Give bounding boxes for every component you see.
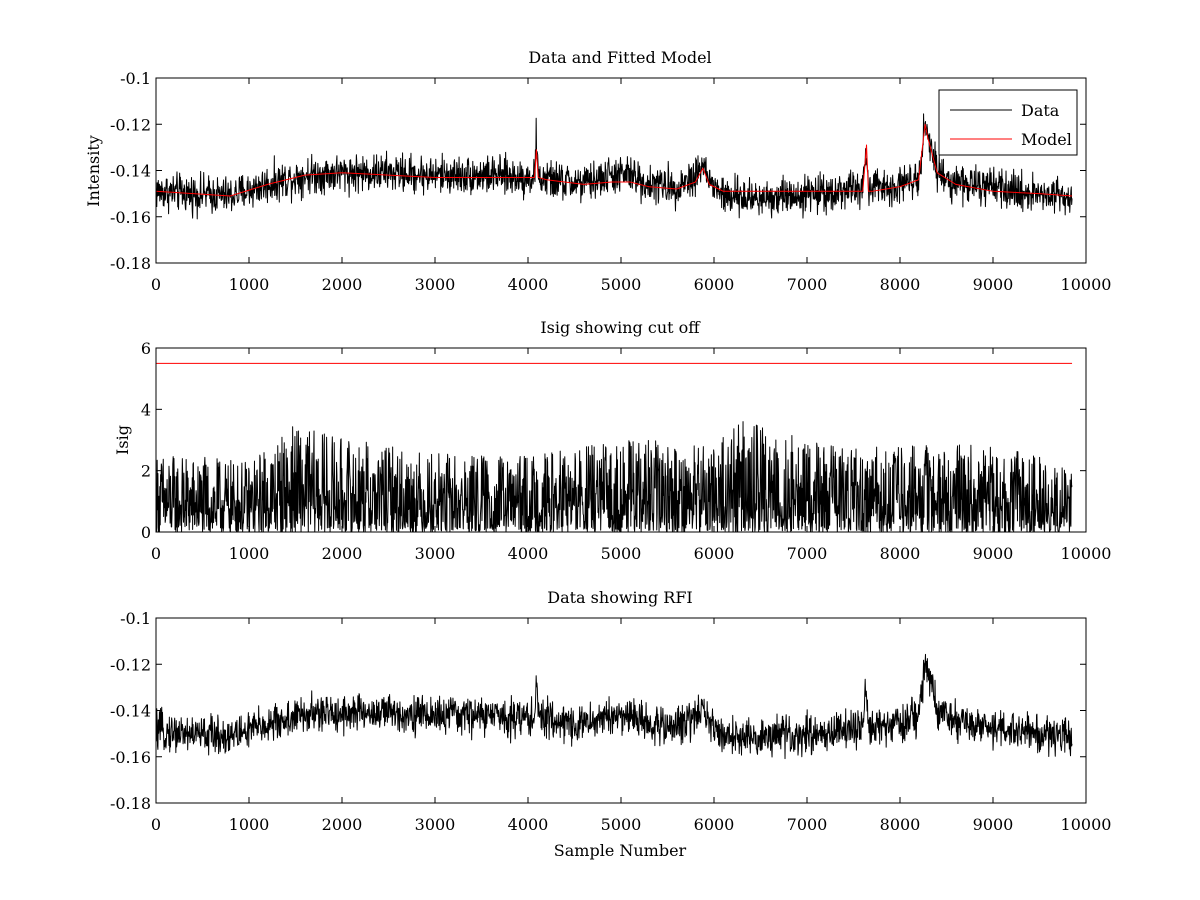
x-tick-label: 9000 [973,815,1014,834]
x-tick-label: 10000 [1061,815,1112,834]
series-line-0 [155,653,1073,760]
panel-title: Isig showing cut off [540,318,701,337]
y-tick-label: 4 [141,400,151,419]
x-tick-label: 8000 [880,544,921,563]
x-tick-label: 5000 [601,544,642,563]
series-line-0 [155,113,1073,220]
x-tick-label: 9000 [973,544,1014,563]
y-tick-label: -0.1 [120,69,151,88]
y-tick-label: -0.16 [110,208,151,227]
x-axis-label: Sample Number [554,841,687,860]
y-tick-label: -0.12 [110,115,151,134]
legend: Data Model [938,89,1078,156]
x-tick-label: 2000 [322,815,363,834]
y-tick-label: -0.14 [110,162,151,181]
x-tick-label: 10000 [1061,544,1112,563]
x-tick-label: 6000 [694,815,735,834]
axis-ticks: 0 1000 2000 3000 4000 5000 6000 7000 8000 9000 100… [110,609,1111,834]
y-tick-label: -0.1 [120,609,151,628]
x-tick-label: 0 [151,275,161,294]
x-tick-label: 8000 [880,815,921,834]
y-axis-label: Isig [113,425,132,455]
y-tick-label: 0 [141,523,151,542]
x-tick-label: 1000 [229,544,270,563]
y-tick-label: 6 [141,339,151,358]
x-tick-label: 2000 [322,275,363,294]
legend-label-data: Data [1021,101,1060,120]
x-tick-label: 3000 [415,275,456,294]
x-tick-label: 4000 [508,544,549,563]
x-tick-label: 0 [151,815,161,834]
x-tick-label: 10000 [1061,275,1112,294]
y-tick-label: -0.14 [110,702,151,721]
x-tick-label: 7000 [787,275,828,294]
axis-ticks: 0 1000 2000 3000 4000 5000 6000 7000 8000 9000 100… [141,339,1112,563]
y-tick-label: -0.18 [110,794,151,813]
legend-box [938,89,1078,156]
y-tick-label: -0.12 [110,655,151,674]
series-line-0 [155,421,1073,533]
panel-data-showing-rfi: Data showing RFI 0 1000 2000 3000 4000 5000 60… [110,588,1111,860]
x-tick-label: 4000 [508,275,549,294]
x-tick-label: 3000 [415,815,456,834]
x-tick-label: 1000 [229,815,270,834]
y-tick-label: -0.16 [110,748,151,767]
plot-marks [155,653,1073,760]
x-tick-label: 4000 [508,815,549,834]
x-tick-label: 6000 [694,275,735,294]
panel-data-and-fitted-model: Data and Fitted Model Intensity 0 1000 200… [84,48,1111,294]
x-tick-label: 6000 [694,544,735,563]
series-line-1 [155,123,1073,197]
y-tick-label: 2 [141,462,151,481]
x-tick-label: 1000 [229,275,270,294]
x-tick-label: 7000 [787,815,828,834]
x-tick-label: 5000 [601,815,642,834]
y-tick-label: -0.18 [110,254,151,273]
x-tick-label: 5000 [601,275,642,294]
panel-title: Data showing RFI [547,588,692,607]
legend-label-model: Model [1021,130,1072,149]
axis-ticks: 0 1000 2000 3000 4000 5000 6000 7000 8000 9000 100… [110,69,1111,294]
x-tick-label: 3000 [415,544,456,563]
panel-isig-cut-off: Isig showing cut off Isig 0 1000 2000 3000 4… [113,318,1111,563]
plot-marks [155,362,1073,533]
x-tick-label: 0 [151,544,161,563]
x-tick-label: 9000 [973,275,1014,294]
y-axis-label: Intensity [84,135,103,207]
x-tick-label: 2000 [322,544,363,563]
plot-marks [155,113,1073,220]
x-tick-label: 8000 [880,275,921,294]
panel-title: Data and Fitted Model [528,48,711,67]
x-tick-label: 7000 [787,544,828,563]
